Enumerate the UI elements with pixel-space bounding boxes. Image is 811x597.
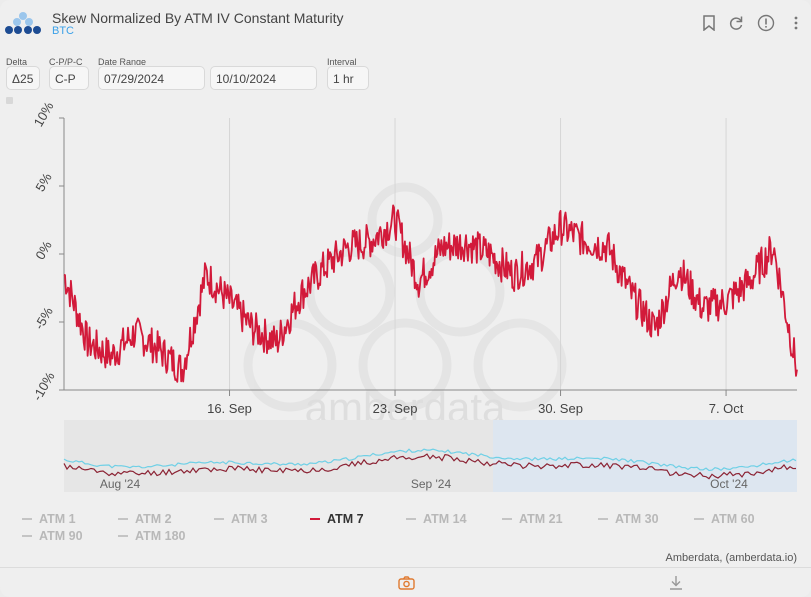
legend-label: ATM 1 <box>39 512 76 526</box>
x-tick-label: 16. Sep <box>207 401 252 416</box>
legend-item-atm7[interactable]: ATM 7 <box>310 512 364 526</box>
legend-swatch <box>502 518 512 520</box>
navigator[interactable] <box>64 420 797 492</box>
legend-label: ATM 3 <box>231 512 268 526</box>
x-tick-label: 30. Sep <box>538 401 583 416</box>
date-range-label: Date Range <box>98 57 147 65</box>
legend-item-atm21[interactable]: ATM 21 <box>502 512 563 526</box>
navigator-tick-label: Sep '24 <box>411 477 452 491</box>
legend-swatch <box>22 518 32 520</box>
legend-swatch <box>118 535 128 537</box>
y-tick-label: -10% <box>29 369 57 403</box>
navigator-line-atm7 <box>63 453 797 480</box>
series-layer <box>63 204 798 383</box>
page-title: Skew Normalized By ATM IV Constant Matur… <box>52 10 344 26</box>
chart-controls: Delta Δ25 C-P/P-C C-P Date Range 07/29/2… <box>0 56 811 96</box>
legend-label: ATM 2 <box>135 512 172 526</box>
cpc-select[interactable]: C-P <box>49 66 89 90</box>
y-tick-label: 10% <box>31 100 57 129</box>
legend-label: ATM 180 <box>135 529 186 543</box>
legend-item-atm1[interactable]: ATM 1 <box>22 512 76 526</box>
x-tick-label: 7. Oct <box>709 401 744 416</box>
end-date-input[interactable]: 10/10/2024 <box>210 66 317 90</box>
info-icon[interactable] <box>756 13 776 33</box>
grid-lines <box>229 118 727 390</box>
y-tick-label: 0% <box>32 238 55 262</box>
refresh-icon[interactable] <box>726 13 746 33</box>
navigator-labels: Aug '24 Sep '24 Oct '24 <box>100 477 748 491</box>
legend-item-atm14[interactable]: ATM 14 <box>406 512 467 526</box>
selection-marker <box>6 97 13 104</box>
legend-label: ATM 60 <box>711 512 755 526</box>
more-menu-icon[interactable] <box>786 13 806 33</box>
x-tick-label: 23. Sep <box>373 401 418 416</box>
legend-item-atm3[interactable]: ATM 3 <box>214 512 268 526</box>
delta-label: Delta <box>6 57 28 65</box>
credits[interactable]: Amberdata, (amberdata.io) <box>665 552 797 564</box>
legend-item-atm180[interactable]: ATM 180 <box>118 529 185 543</box>
amberdata-logo-icon <box>5 12 41 34</box>
y-tick-label: 5% <box>32 170 55 194</box>
navigator-tick-label: Aug '24 <box>100 477 141 491</box>
navigator-selection[interactable] <box>493 420 797 492</box>
navigator-lines <box>63 448 797 480</box>
legend-label: ATM 21 <box>519 512 563 526</box>
header: Skew Normalized By ATM IV Constant Matur… <box>0 0 811 46</box>
legend-label: ATM 14 <box>423 512 467 526</box>
start-date-input[interactable]: 07/29/2024 <box>98 66 205 90</box>
series-line-atm7[interactable] <box>63 204 798 383</box>
x-axis-labels: 16. Sep 23. Sep 30. Sep 7. Oct <box>207 390 744 416</box>
legend-item-atm2[interactable]: ATM 2 <box>118 512 172 526</box>
legend-item-atm30[interactable]: ATM 30 <box>598 512 659 526</box>
download-icon[interactable] <box>666 574 686 592</box>
y-tick-label: -5% <box>31 304 56 332</box>
legend-swatch <box>310 518 320 520</box>
y-axis-labels: -10% -5% 0% 5% 10% <box>29 100 64 403</box>
legend-item-atm60[interactable]: ATM 60 <box>694 512 755 526</box>
legend-swatch <box>22 535 32 537</box>
legend-swatch <box>406 518 416 520</box>
legend-swatch <box>118 518 128 520</box>
skew-chart: amberdata -10%-5%0%5%10% 16. Sep 23. Sep 3… <box>29 100 798 492</box>
cpc-label: C-P/P-C <box>49 57 83 65</box>
legend-label: ATM 30 <box>615 512 659 526</box>
footer <box>0 567 811 597</box>
axes <box>63 118 797 391</box>
legend-label: ATM 90 <box>39 529 83 543</box>
camera-icon[interactable] <box>396 574 416 592</box>
navigator-tick-label: Oct '24 <box>710 477 748 491</box>
bookmark-icon[interactable] <box>699 13 719 33</box>
asset-subtitle: BTC <box>52 25 74 37</box>
legend-label: ATM 7 <box>327 512 364 526</box>
legend-swatch <box>694 518 704 520</box>
legend-item-atm90[interactable]: ATM 90 <box>22 529 83 543</box>
navigator-line-secondary <box>63 448 797 472</box>
legend-swatch <box>598 518 608 520</box>
legend-swatch <box>214 518 224 520</box>
interval-label: Interval <box>327 57 357 65</box>
interval-select[interactable]: 1 hr <box>327 66 369 90</box>
delta-select[interactable]: Δ25 <box>6 66 40 90</box>
